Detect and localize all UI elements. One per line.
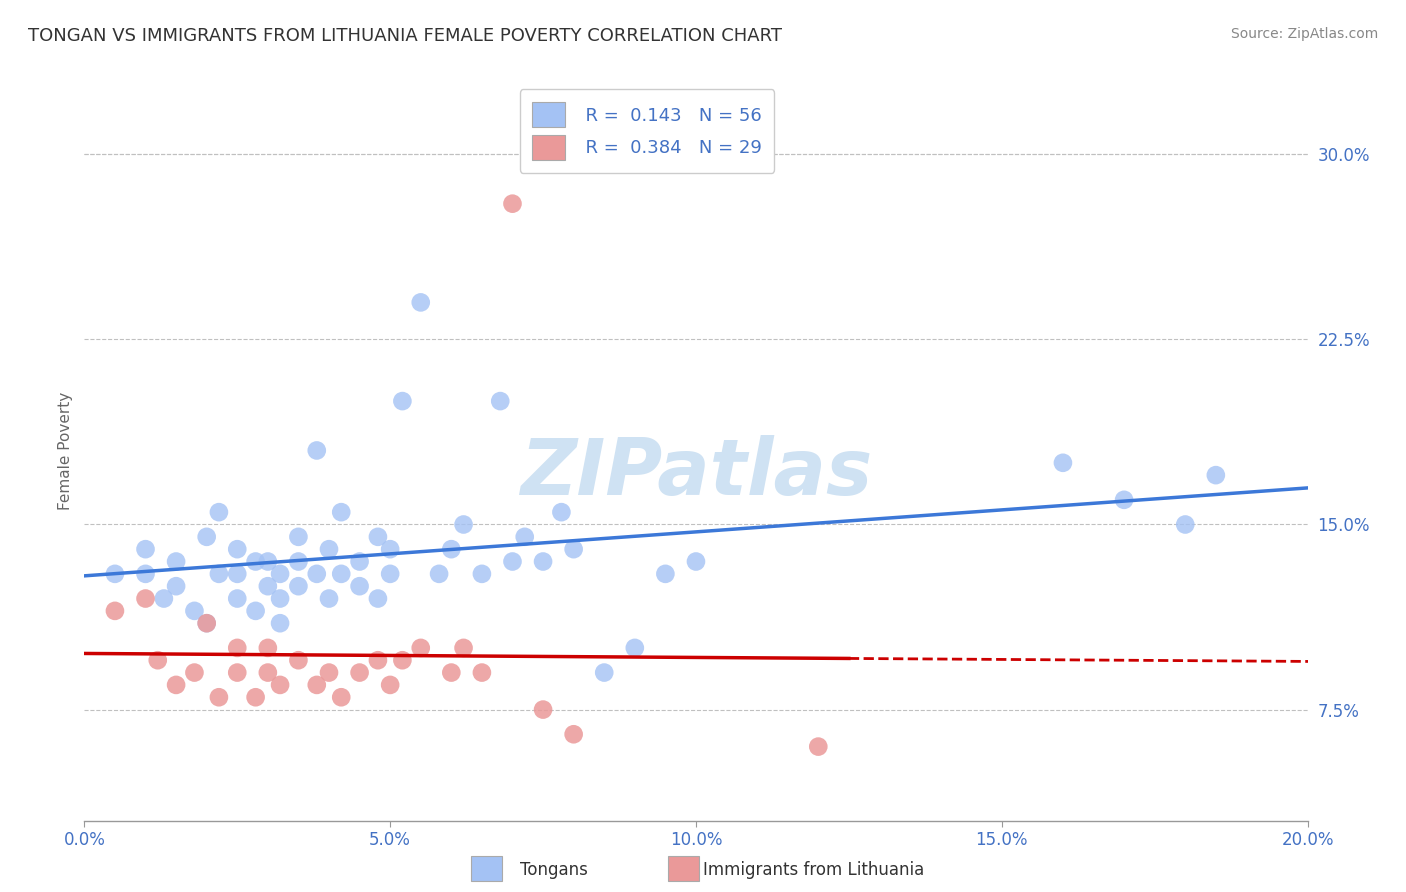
Point <box>165 555 187 569</box>
Point <box>257 555 280 569</box>
Point <box>409 640 432 655</box>
Point <box>807 739 830 754</box>
Point <box>489 394 512 409</box>
Point <box>453 640 475 655</box>
Point <box>208 505 231 519</box>
Point <box>104 604 127 618</box>
Point <box>183 665 205 680</box>
Point <box>226 640 249 655</box>
Point <box>453 517 475 532</box>
Point <box>269 616 291 631</box>
Point <box>593 665 616 680</box>
Point <box>135 542 157 557</box>
Point <box>531 555 554 569</box>
Point <box>349 665 371 680</box>
Point <box>531 703 554 717</box>
Point <box>471 566 494 581</box>
Text: Source: ZipAtlas.com: Source: ZipAtlas.com <box>1230 27 1378 41</box>
Point <box>153 591 176 606</box>
Point <box>287 530 309 544</box>
Point <box>135 566 157 581</box>
Point <box>165 678 187 692</box>
Point <box>502 196 524 211</box>
Point <box>409 295 432 310</box>
Point <box>367 653 389 667</box>
Point <box>257 579 280 593</box>
Point <box>269 591 291 606</box>
Point <box>226 591 249 606</box>
Point <box>654 566 676 581</box>
Point <box>257 640 280 655</box>
Point <box>287 579 309 593</box>
Point <box>226 665 249 680</box>
Point <box>391 394 413 409</box>
Point <box>305 443 328 458</box>
Text: Immigrants from Lithuania: Immigrants from Lithuania <box>703 861 924 879</box>
Text: Tongans: Tongans <box>520 861 588 879</box>
Point <box>269 678 291 692</box>
Point <box>427 566 450 581</box>
Point <box>367 591 389 606</box>
Point <box>226 566 249 581</box>
Point <box>287 653 309 667</box>
Point <box>1114 492 1136 507</box>
Point <box>305 566 328 581</box>
Point <box>502 555 524 569</box>
Point <box>165 579 187 593</box>
Point <box>226 542 249 557</box>
Point <box>513 530 536 544</box>
Point <box>1052 456 1074 470</box>
Point <box>440 665 463 680</box>
Point <box>349 579 371 593</box>
Point <box>349 555 371 569</box>
Point <box>1205 468 1227 483</box>
Point <box>330 566 353 581</box>
Point <box>195 616 218 631</box>
Point <box>146 653 169 667</box>
Point <box>330 505 353 519</box>
Point <box>685 555 707 569</box>
Point <box>380 678 402 692</box>
Point <box>195 616 218 631</box>
Legend:   R =  0.143   N = 56,   R =  0.384   N = 29: R = 0.143 N = 56, R = 0.384 N = 29 <box>520 89 775 173</box>
Point <box>440 542 463 557</box>
Point <box>208 690 231 705</box>
Point <box>305 678 328 692</box>
Point <box>471 665 494 680</box>
Point <box>195 530 218 544</box>
Point <box>367 530 389 544</box>
Text: TONGAN VS IMMIGRANTS FROM LITHUANIA FEMALE POVERTY CORRELATION CHART: TONGAN VS IMMIGRANTS FROM LITHUANIA FEMA… <box>28 27 782 45</box>
Point <box>183 604 205 618</box>
Text: ZIPatlas: ZIPatlas <box>520 434 872 511</box>
Point <box>245 690 267 705</box>
Point <box>208 566 231 581</box>
Point <box>380 566 402 581</box>
Point <box>624 640 647 655</box>
Point <box>562 727 585 741</box>
Point <box>245 555 267 569</box>
Point <box>257 665 280 680</box>
Point <box>287 555 309 569</box>
Point <box>562 542 585 557</box>
Point <box>245 604 267 618</box>
Point <box>269 566 291 581</box>
Point <box>318 665 340 680</box>
Point <box>104 566 127 581</box>
Point <box>391 653 413 667</box>
Point <box>380 542 402 557</box>
Point <box>550 505 572 519</box>
Point <box>135 591 157 606</box>
Y-axis label: Female Poverty: Female Poverty <box>58 392 73 509</box>
Point <box>318 542 340 557</box>
Point <box>1174 517 1197 532</box>
Point <box>330 690 353 705</box>
Point <box>318 591 340 606</box>
